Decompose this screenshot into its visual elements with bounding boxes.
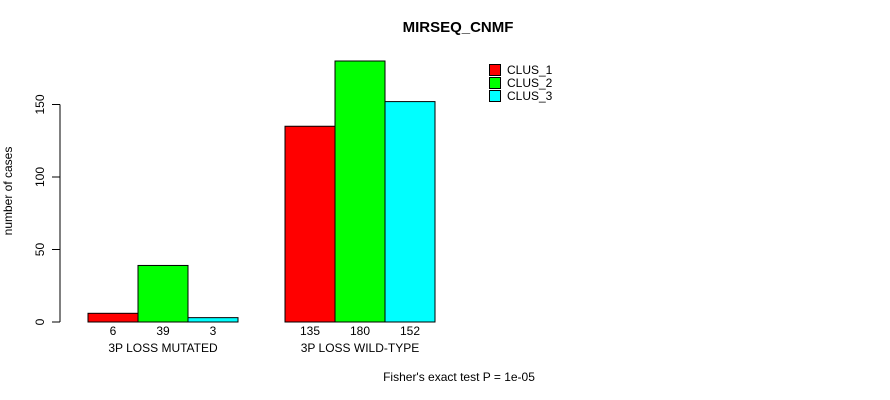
bar-clus_2-group2 [334,60,386,323]
bar-clus_1-group1 [87,312,139,323]
chart-title: MIRSEQ_CNMF [403,19,514,36]
y-axis-title: number of cases [1,147,15,236]
legend-swatch-clus3-icon [489,89,501,102]
legend-item-clus1: CLUS_1 [489,62,553,77]
annotation-caption: Fisher's exact test P = 1e-05 [383,370,535,384]
bar-clus_1-group2 [284,125,336,323]
bar-value-label: 180 [350,324,370,338]
legend-label-clus3: CLUS_3 [507,88,553,103]
bar-value-label: 39 [156,324,170,338]
legend-label-clus1: CLUS_1 [507,62,553,77]
bar-value-label: 3 [210,324,217,338]
legend-item-clus3: CLUS_3 [489,88,553,103]
bar-value-label: 6 [110,324,117,338]
legend-swatch-clus1-icon [489,63,501,76]
legend: CLUS_1 CLUS_2 CLUS_3 [489,62,553,103]
category-label: 3P LOSS MUTATED [108,341,218,355]
legend-label-clus2: CLUS_2 [507,75,553,90]
y-tick-label: 100 [33,167,47,187]
bar-clus_2-group1 [137,264,189,323]
y-tick-label: 150 [33,94,47,114]
category-label: 3P LOSS WILD-TYPE [301,341,419,355]
bar-value-label: 152 [400,324,420,338]
legend-swatch-clus2-icon [489,76,501,89]
bar-clus_3-group2 [384,101,436,323]
y-tick-label: 50 [33,243,47,257]
y-tick-label: 0 [33,318,47,325]
bar-value-label: 135 [300,324,320,338]
legend-item-clus2: CLUS_2 [489,75,553,90]
bar-clus_3-group1 [187,317,239,323]
